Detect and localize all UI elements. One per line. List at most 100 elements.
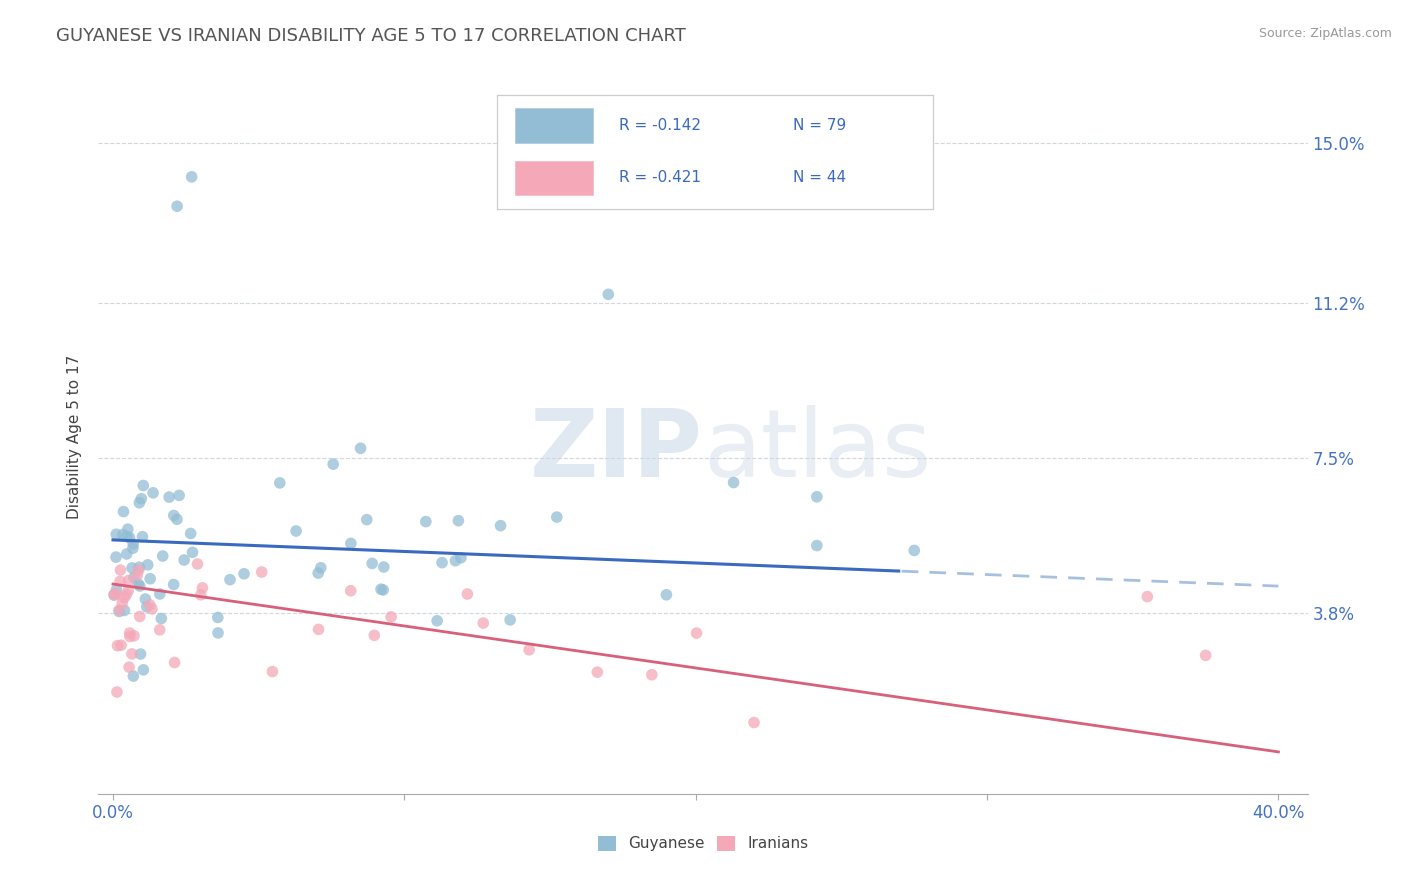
Point bbox=[191, 581, 214, 595]
Point bbox=[139, 572, 162, 586]
Point bbox=[269, 475, 291, 490]
Point bbox=[152, 549, 174, 563]
Point bbox=[163, 656, 186, 670]
Point bbox=[131, 530, 153, 544]
Point bbox=[117, 574, 139, 588]
Point bbox=[207, 610, 229, 624]
Point bbox=[309, 561, 332, 575]
Point bbox=[489, 518, 512, 533]
Point bbox=[150, 611, 173, 625]
Point bbox=[339, 583, 361, 598]
Point bbox=[190, 588, 212, 602]
Point bbox=[118, 531, 141, 545]
Point bbox=[233, 566, 256, 581]
Point bbox=[157, 490, 180, 504]
Point bbox=[112, 504, 135, 518]
Point bbox=[112, 603, 135, 617]
Point bbox=[444, 554, 467, 568]
Point bbox=[121, 647, 143, 661]
Point bbox=[118, 629, 141, 643]
Text: GUYANESE VS IRANIAN DISABILITY AGE 5 TO 17 CORRELATION CHART: GUYANESE VS IRANIAN DISABILITY AGE 5 TO … bbox=[56, 27, 686, 45]
Point bbox=[117, 522, 139, 536]
Point bbox=[586, 665, 609, 680]
Point bbox=[111, 596, 134, 610]
Point bbox=[104, 550, 127, 565]
Point bbox=[166, 512, 188, 526]
Point bbox=[373, 560, 395, 574]
Point bbox=[363, 628, 385, 642]
Point bbox=[166, 199, 188, 213]
Point bbox=[415, 515, 437, 529]
Point bbox=[115, 530, 138, 544]
Point bbox=[517, 642, 540, 657]
Point bbox=[121, 561, 143, 575]
Point bbox=[122, 537, 145, 551]
Point bbox=[127, 568, 149, 582]
Point bbox=[262, 665, 284, 679]
Text: Source: ZipAtlas.com: Source: ZipAtlas.com bbox=[1258, 27, 1392, 40]
Point bbox=[806, 490, 828, 504]
Point bbox=[122, 541, 145, 556]
Point bbox=[370, 582, 392, 597]
Point bbox=[129, 647, 152, 661]
Point bbox=[103, 588, 125, 602]
Point bbox=[122, 629, 145, 643]
Point bbox=[132, 663, 155, 677]
Point bbox=[128, 496, 150, 510]
Point bbox=[373, 582, 395, 597]
Y-axis label: Disability Age 5 to 17: Disability Age 5 to 17 bbox=[67, 355, 83, 519]
Point bbox=[806, 539, 828, 553]
Point bbox=[103, 588, 125, 602]
Point bbox=[1136, 590, 1159, 604]
Point bbox=[349, 442, 371, 456]
Point bbox=[135, 599, 157, 614]
Point bbox=[115, 547, 138, 561]
Point bbox=[142, 486, 165, 500]
Point bbox=[903, 543, 925, 558]
Point bbox=[105, 527, 128, 541]
Point bbox=[426, 614, 449, 628]
Point bbox=[307, 566, 329, 580]
Point bbox=[430, 556, 453, 570]
Point bbox=[173, 553, 195, 567]
Point bbox=[167, 488, 190, 502]
Point bbox=[340, 536, 363, 550]
Point bbox=[138, 598, 160, 612]
Text: ZIP: ZIP bbox=[530, 405, 703, 498]
Point bbox=[1194, 648, 1216, 663]
Point bbox=[111, 527, 134, 541]
Point bbox=[641, 667, 664, 681]
Point bbox=[128, 563, 150, 577]
Point bbox=[105, 582, 128, 597]
Point bbox=[110, 638, 132, 652]
Point bbox=[598, 287, 620, 301]
Point bbox=[118, 626, 141, 640]
Point bbox=[128, 609, 150, 624]
Point bbox=[456, 587, 478, 601]
Point bbox=[107, 639, 129, 653]
Text: atlas: atlas bbox=[703, 405, 931, 498]
Point bbox=[104, 587, 127, 601]
Point bbox=[685, 626, 707, 640]
Point bbox=[117, 583, 139, 598]
Point bbox=[132, 478, 155, 492]
Point bbox=[108, 605, 131, 619]
Point bbox=[149, 587, 172, 601]
Point bbox=[163, 577, 186, 591]
Point bbox=[149, 623, 172, 637]
Point bbox=[110, 563, 132, 577]
Point bbox=[163, 508, 186, 523]
Point bbox=[112, 591, 135, 605]
Point bbox=[380, 610, 402, 624]
Point bbox=[219, 573, 242, 587]
Point bbox=[361, 557, 384, 571]
Point bbox=[122, 669, 145, 683]
Point bbox=[723, 475, 745, 490]
Point bbox=[285, 524, 308, 538]
Point bbox=[127, 577, 149, 591]
Point bbox=[115, 588, 138, 602]
Point bbox=[128, 579, 150, 593]
Legend: Guyanese, Iranians: Guyanese, Iranians bbox=[592, 830, 814, 857]
Point bbox=[105, 685, 128, 699]
Point bbox=[356, 513, 378, 527]
